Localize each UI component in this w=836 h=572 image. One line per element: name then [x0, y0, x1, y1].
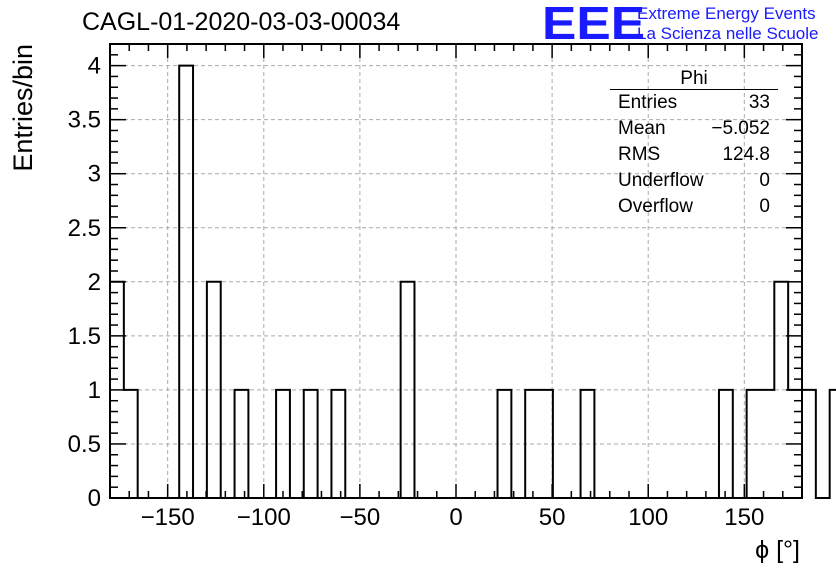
logo-line-1: Extreme Energy Events	[637, 4, 816, 23]
stats-label: Mean	[618, 118, 666, 139]
eee-logo: EEE	[542, 0, 646, 49]
x-tick-label: 150	[724, 504, 764, 531]
y-tick-label: 2.5	[68, 215, 101, 242]
x-tick-label: 0	[449, 504, 462, 531]
x-tick-label: −150	[141, 504, 195, 531]
stats-row-rms: RMS 124.8	[610, 142, 778, 168]
stats-row-overflow: Overflow 0	[610, 194, 778, 220]
stats-value: 0	[759, 170, 770, 191]
stats-label: Underflow	[618, 170, 704, 191]
y-tick-label: 1.5	[68, 323, 101, 350]
x-axis-label: ϕ [°]	[755, 536, 800, 564]
y-tick-label: 4	[88, 53, 101, 80]
stats-label: Overflow	[618, 196, 693, 217]
y-tick-label: 0	[88, 485, 101, 512]
stats-label: RMS	[618, 144, 661, 165]
stats-title: Phi	[610, 68, 778, 90]
stats-row-mean: Mean −5.052	[610, 116, 778, 142]
y-tick-label: 2	[88, 269, 101, 296]
x-tick-label: −50	[340, 504, 381, 531]
stats-box: Phi Entries 33 Mean −5.052 RMS 124.8 Und…	[610, 68, 778, 220]
y-tick-label: 3.5	[68, 107, 101, 134]
y-tick-label: 0.5	[68, 431, 101, 458]
logo-line-2: La Scienza nelle Scuole	[637, 24, 819, 43]
stats-value: 33	[748, 92, 770, 113]
stats-value: −5.052	[711, 118, 770, 139]
stats-row-underflow: Underflow 0	[610, 168, 778, 194]
x-tick-label: −100	[237, 504, 291, 531]
stats-row-entries: Entries 33	[610, 90, 778, 116]
histogram-bar	[802, 390, 816, 498]
stats-value: 124.8	[722, 144, 770, 165]
y-tick-label: 3	[88, 161, 101, 188]
x-tick-label: 100	[628, 504, 668, 531]
y-tick-label: 1	[88, 377, 101, 404]
stats-value: 0	[759, 196, 770, 217]
plot-title: CAGL-01-2020-03-03-00034	[82, 8, 401, 36]
x-tick-label: 50	[539, 504, 566, 531]
stats-label: Entries	[618, 92, 678, 113]
y-axis-label: Entries/bin	[8, 44, 38, 172]
